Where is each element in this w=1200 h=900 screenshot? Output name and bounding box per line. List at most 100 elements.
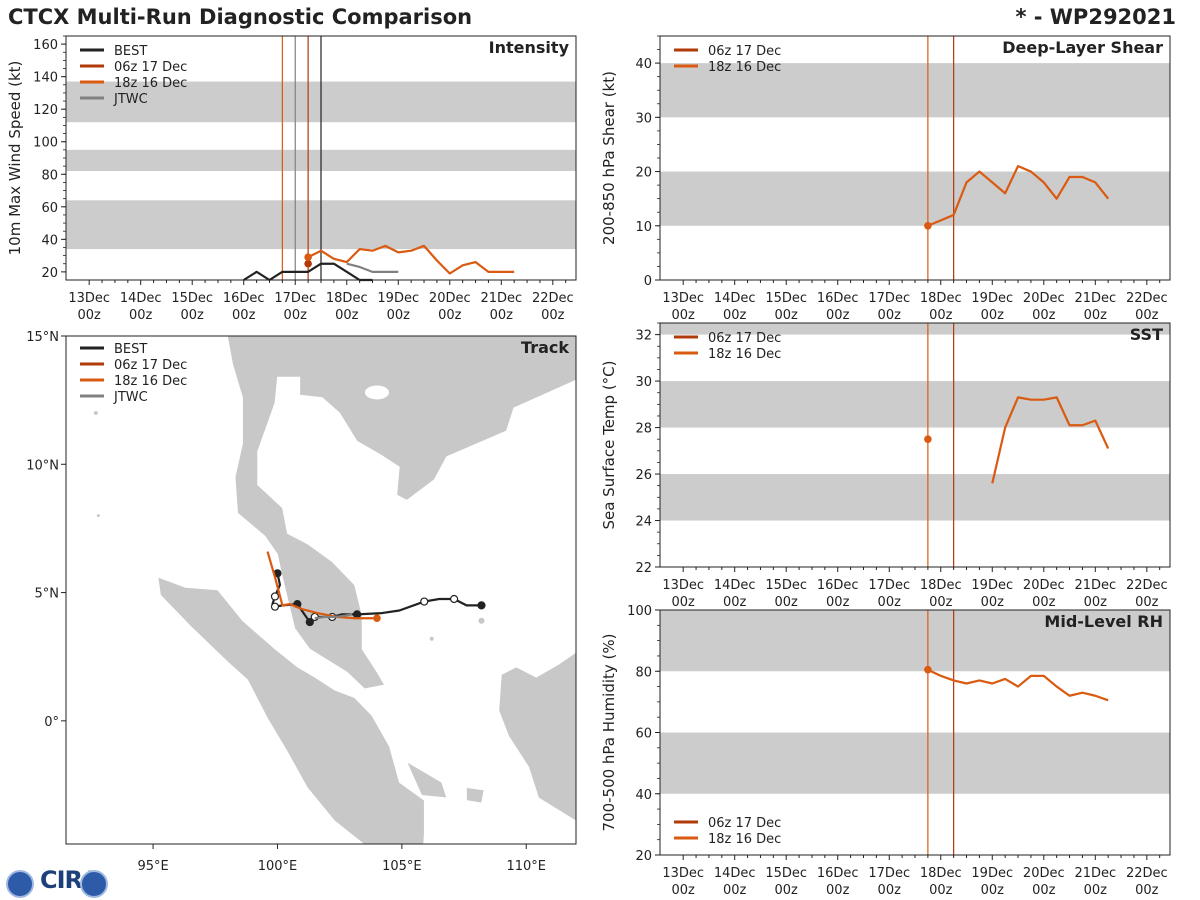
shear-ytick-label: 40 — [635, 57, 652, 72]
rh-legend-label: 06z 17 Dec — [708, 816, 781, 831]
rh-series-1 — [927, 668, 1109, 702]
track-ytick-label: 5°N — [35, 587, 60, 602]
rh-xtick-label: 13Dec — [662, 866, 704, 881]
best-track-point — [270, 602, 280, 611]
shear-ytick-label: 10 — [635, 220, 652, 235]
rh-xtick-label: 00z — [929, 883, 953, 898]
anambas-island — [429, 636, 434, 641]
tonle-sap-lake — [364, 385, 389, 400]
rh-xtick-label: 20Dec — [1023, 866, 1065, 881]
globe-icon — [6, 870, 34, 898]
intensity-xtick-label: 00z — [284, 308, 308, 323]
intensity-legend-label: 06z 17 Dec — [114, 60, 187, 75]
track-jtwc — [314, 613, 353, 620]
rh-panel: 13Dec 00z 14Dec 00z 15Dec 00z 16Dec 00z 17Dec 00z… — [600, 604, 1171, 898]
sst-ytick-label: 24 — [635, 515, 652, 530]
sst-xtick-label: 00z — [929, 595, 953, 610]
intensity-series-0 — [243, 262, 373, 282]
figure-title: CTCX Multi-Run Diagnostic Comparison — [8, 5, 473, 29]
track-title: Track — [521, 338, 569, 357]
sst-xtick-label: 18Dec — [920, 578, 962, 593]
track-xtick-label: 110°E — [506, 859, 546, 874]
shear-xtick-label: 14Dec — [714, 291, 756, 306]
sst-xtick-label: 00z — [826, 595, 850, 610]
shear-xtick-label: 00z — [775, 308, 799, 323]
sst-series-2 — [991, 396, 1110, 484]
rh-ytick-label: 40 — [635, 788, 652, 803]
intensity-xtick-label: 17Dec — [274, 291, 316, 306]
rh-xtick-label: 00z — [878, 883, 902, 898]
best-track-point — [420, 597, 429, 606]
intensity-xtick-label: 21Dec — [480, 291, 522, 306]
shear-xtick-label: 16Dec — [817, 291, 859, 306]
shear-ytick-label: 20 — [635, 166, 652, 181]
intensity-xtick-label: 16Dec — [223, 291, 265, 306]
rh-xtick-label: 00z — [1032, 883, 1056, 898]
track-ytick-label: 0° — [44, 715, 59, 730]
rh-series-1-start-marker — [924, 665, 932, 674]
intensity-xtick-label: 19Dec — [377, 291, 419, 306]
shear-xtick-label: 00z — [723, 308, 747, 323]
rh-xtick-label: 00z — [826, 883, 850, 898]
intensity-xtick-label: 00z — [335, 308, 359, 323]
shear-ylabel: 200-850 hPa Shear (kt) — [600, 71, 618, 245]
sst-xtick-label: 00z — [671, 595, 695, 610]
sst-ylabel: Sea Surface Temp (°C) — [600, 360, 618, 529]
track-xtick-label: 105°E — [382, 859, 422, 874]
intensity-xtick-label: 13Dec — [68, 291, 110, 306]
sst-ytick-label: 32 — [635, 329, 652, 344]
intensity-ytick-label: 160 — [33, 38, 58, 53]
sst-xtick-label: 13Dec — [662, 578, 704, 593]
shear-xtick-label: 21Dec — [1074, 291, 1116, 306]
rh-xtick-label: 00z — [723, 883, 747, 898]
intensity-series-2 — [307, 244, 515, 275]
sst-xtick-label: 00z — [723, 595, 747, 610]
indochina-landmass — [227, 336, 576, 690]
rh-xtick-label: 21Dec — [1074, 866, 1116, 881]
rh-ytick-label: 100 — [627, 604, 652, 619]
rh-xtick-label: 00z — [981, 883, 1005, 898]
sst-xtick-label: 00z — [981, 595, 1005, 610]
shear-xtick-label: 13Dec — [662, 291, 704, 306]
intensity-ytick-label: 100 — [33, 136, 58, 151]
rh-ytick-label: 80 — [635, 665, 652, 680]
shear-legend-label: 06z 17 Dec — [708, 44, 781, 59]
rh-ytick-label: 20 — [635, 849, 652, 864]
best-track-point — [449, 594, 459, 604]
shear-xtick-label: 17Dec — [868, 291, 910, 306]
shear-legend-label: 18z 16 Dec — [708, 60, 781, 75]
land-layer — [93, 336, 576, 844]
rh-xtick-label: 00z — [671, 883, 695, 898]
shear-band-1 — [660, 63, 1170, 118]
shear-series-1-start-marker — [924, 221, 932, 230]
intensity-ytick-label: 40 — [41, 233, 58, 248]
shear-xtick-label: 19Dec — [971, 291, 1013, 306]
track-legend-label: BEST — [114, 342, 147, 357]
intensity-panel: 13Dec 00z 14Dec 00z 15Dec 00z 16Dec 00z 17Dec 00z… — [6, 35, 577, 323]
best-track-point — [352, 610, 362, 619]
sst-ytick-label: 22 — [635, 561, 652, 576]
shear-xtick-label: 20Dec — [1023, 291, 1065, 306]
intensity-series-2-start-marker — [304, 253, 312, 262]
intensity-ytick-label: 120 — [33, 103, 58, 118]
shear-xtick-label: 00z — [671, 308, 695, 323]
track-ytick-label: 10°N — [26, 458, 59, 473]
sst-title: SST — [1130, 325, 1163, 344]
bangka-island — [406, 761, 448, 799]
shear-xtick-label: 00z — [878, 308, 902, 323]
sst-xtick-label: 17Dec — [868, 578, 910, 593]
sst-xtick-label: 16Dec — [817, 578, 859, 593]
shear-xtick-label: 00z — [981, 308, 1005, 323]
sst-xtick-label: 00z — [1032, 595, 1056, 610]
best-track-point — [305, 617, 314, 627]
intensity-legend-label: BEST — [114, 44, 147, 59]
sst-xtick-label: 19Dec — [971, 578, 1013, 593]
belitung-island — [466, 787, 485, 804]
track-xtick-label: 95°E — [137, 859, 168, 874]
shear-ytick-label: 0 — [644, 274, 652, 289]
track-18z-end-marker — [373, 614, 381, 623]
intensity-series-1-start-marker — [304, 259, 312, 268]
intensity-ytick-label: 60 — [41, 201, 58, 216]
intensity-xtick-label: 22Dec — [532, 291, 574, 306]
